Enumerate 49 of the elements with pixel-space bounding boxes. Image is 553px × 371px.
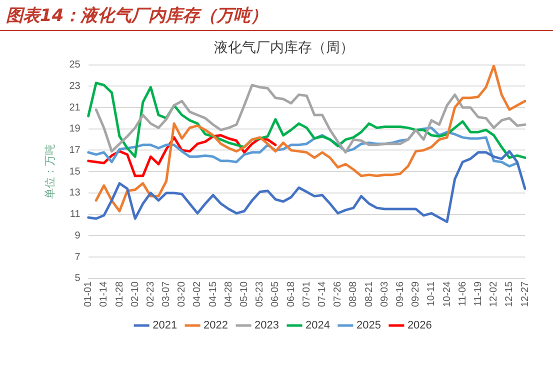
y-tick-label: 23 bbox=[69, 80, 81, 92]
x-tick-label: 10-24 bbox=[442, 280, 453, 307]
x-tick-label: 11-19 bbox=[472, 280, 484, 306]
x-tick-label: 10-11 bbox=[426, 280, 438, 306]
y-axis-title: 单位：万吨 bbox=[44, 144, 57, 200]
chart-subtitle: 液化气厂内库存（周） bbox=[214, 40, 354, 56]
legend-label: 2026 bbox=[407, 320, 432, 332]
x-tick-label: 04-02 bbox=[192, 280, 204, 307]
x-tick-label: 11-06 bbox=[457, 280, 468, 306]
x-tick-label: 01-14 bbox=[98, 280, 110, 307]
y-tick-label: 7 bbox=[74, 252, 81, 263]
x-tick-label: 05-10 bbox=[239, 280, 250, 307]
x-tick-label: 03-07 bbox=[161, 280, 172, 307]
x-tick-label: 07-14 bbox=[317, 280, 328, 307]
y-tick-label: 21 bbox=[69, 102, 81, 114]
x-tick-label: 09-03 bbox=[379, 280, 390, 307]
y-tick-label: 9 bbox=[74, 230, 81, 242]
y-tick-label: 15 bbox=[69, 166, 81, 178]
x-tick-label: 02-10 bbox=[130, 280, 141, 307]
y-tick-label: 19 bbox=[69, 124, 81, 135]
x-tick-label: 09-16 bbox=[394, 280, 406, 307]
x-tick-label: 02-23 bbox=[145, 280, 156, 307]
x-tick-label: 08-21 bbox=[364, 280, 375, 307]
y-tick-label: 25 bbox=[69, 60, 81, 71]
x-tick-label: 07-01 bbox=[301, 280, 312, 307]
legend-label: 2024 bbox=[306, 320, 330, 332]
x-tick-label: 06-18 bbox=[286, 280, 297, 307]
x-tick-label: 07-26 bbox=[332, 280, 344, 307]
x-tick-label: 06-05 bbox=[270, 280, 282, 307]
x-tick-label: 12-27 bbox=[520, 280, 531, 307]
y-tick-label: 13 bbox=[69, 188, 81, 199]
x-tick-label: 05-23 bbox=[254, 280, 266, 307]
y-tick-label: 17 bbox=[69, 145, 81, 156]
chart-title: 图表14：液化气厂内库存（万吨） bbox=[6, 5, 268, 27]
legend-label: 2022 bbox=[204, 320, 228, 332]
legend-label: 2021 bbox=[152, 320, 178, 332]
x-tick-label: 04-28 bbox=[223, 280, 234, 307]
x-tick-label: 08-08 bbox=[348, 280, 360, 307]
y-tick-label: 5 bbox=[74, 273, 81, 284]
x-tick-label: 01-28 bbox=[114, 280, 126, 307]
x-tick-label: 04-15 bbox=[208, 280, 219, 307]
x-tick-label: 03-20 bbox=[176, 280, 188, 307]
x-tick-label: 12-02 bbox=[488, 280, 500, 307]
x-tick-label: 01-01 bbox=[83, 280, 94, 307]
x-tick-label: 09-29 bbox=[410, 280, 422, 307]
legend-label: 2023 bbox=[254, 320, 280, 332]
x-tick-label: 12-15 bbox=[504, 280, 516, 307]
y-tick-label: 11 bbox=[70, 209, 81, 220]
legend-label: 2025 bbox=[356, 320, 381, 332]
